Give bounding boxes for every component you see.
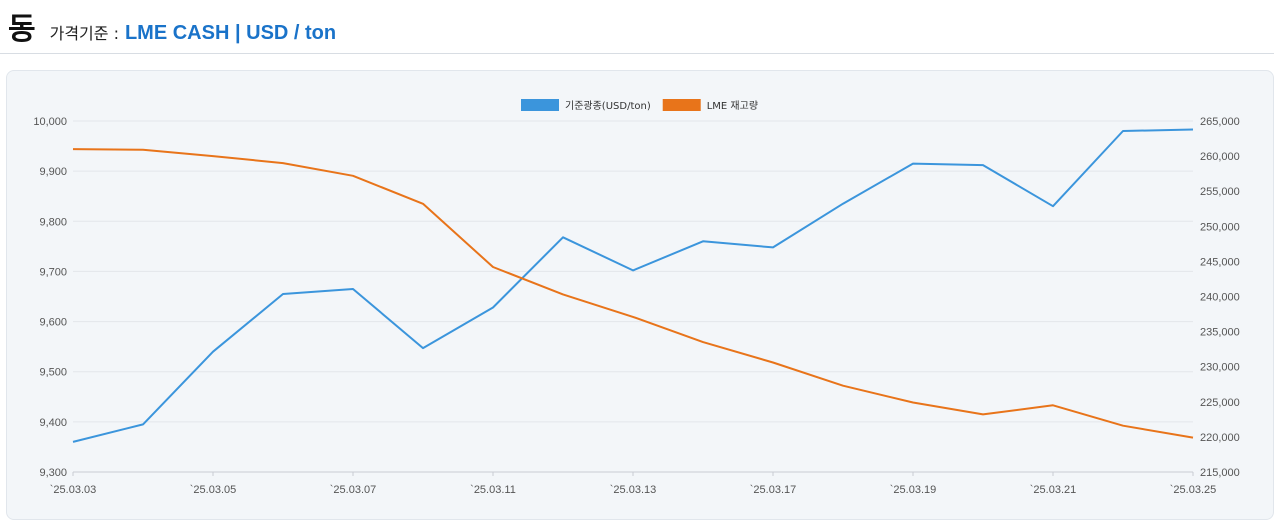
y-right-tick-label: 230,000 xyxy=(1200,362,1240,374)
y-right-tick-label: 225,000 xyxy=(1200,397,1240,409)
price-basis-label: 가격기준 : xyxy=(49,24,119,43)
price-basis-value: LME CASH | USD / ton xyxy=(124,22,337,44)
x-tick-label: `25.03.11 xyxy=(470,484,516,496)
y-right-tick-label: 250,000 xyxy=(1200,221,1240,233)
y-left-tick-label: 9,500 xyxy=(39,367,67,379)
y-left-tick-label: 10,000 xyxy=(33,116,67,128)
chart-panel: 9,300 9,400 9,500 9,600 9,700 9,800 9,900 10,00… xyxy=(6,70,1274,520)
y-left-tick-label: 9,400 xyxy=(39,417,67,429)
price-inventory-chart: 9,300 9,400 9,500 9,600 9,700 9,800 9,900 10,00… xyxy=(33,99,1240,496)
metal-name: 동 xyxy=(8,12,36,47)
y-right-tick-label: 235,000 xyxy=(1200,327,1240,339)
y-right-tick-label: 260,000 xyxy=(1200,151,1240,163)
x-tick-label: `25.03.19 xyxy=(890,484,936,496)
header-divider xyxy=(0,53,1274,54)
x-tick-label: `25.03.03 xyxy=(50,484,96,496)
x-tick-label: `25.03.07 xyxy=(330,484,376,496)
y-right-tick-label: 215,000 xyxy=(1200,467,1240,479)
y-left-tick-label: 9,300 xyxy=(39,467,67,479)
y-left-tick-label: 9,800 xyxy=(39,216,67,228)
y-right-tick-label: 265,000 xyxy=(1200,116,1240,128)
legend-label[interactable]: LME 재고량 xyxy=(707,100,758,112)
legend-swatch[interactable] xyxy=(521,99,559,111)
y-right-tick-label: 240,000 xyxy=(1200,292,1240,304)
x-tick-label: `25.03.13 xyxy=(610,484,656,496)
y-left-tick-label: 9,700 xyxy=(39,266,67,278)
x-tick-label: `25.03.17 xyxy=(750,484,796,496)
series-line-inventory xyxy=(72,148,1194,439)
y-right-tick-label: 255,000 xyxy=(1200,186,1240,198)
x-tick-label: `25.03.05 xyxy=(190,484,236,496)
page-header: 동 가격기준 : LME CASH | USD / ton xyxy=(8,4,336,48)
y-right-tick-label: 220,000 xyxy=(1200,432,1240,444)
x-tick-label: `25.03.25 xyxy=(1170,484,1216,496)
legend-swatch[interactable] xyxy=(662,99,701,111)
legend-label[interactable]: 기준광종(USD/ton) xyxy=(565,100,651,112)
y-right-tick-label: 245,000 xyxy=(1200,256,1240,268)
y-left-tick-label: 9,900 xyxy=(39,166,67,178)
x-tick-label: `25.03.21 xyxy=(1030,484,1076,496)
y-left-tick-label: 9,600 xyxy=(39,317,67,329)
series-line-price xyxy=(72,128,1194,443)
